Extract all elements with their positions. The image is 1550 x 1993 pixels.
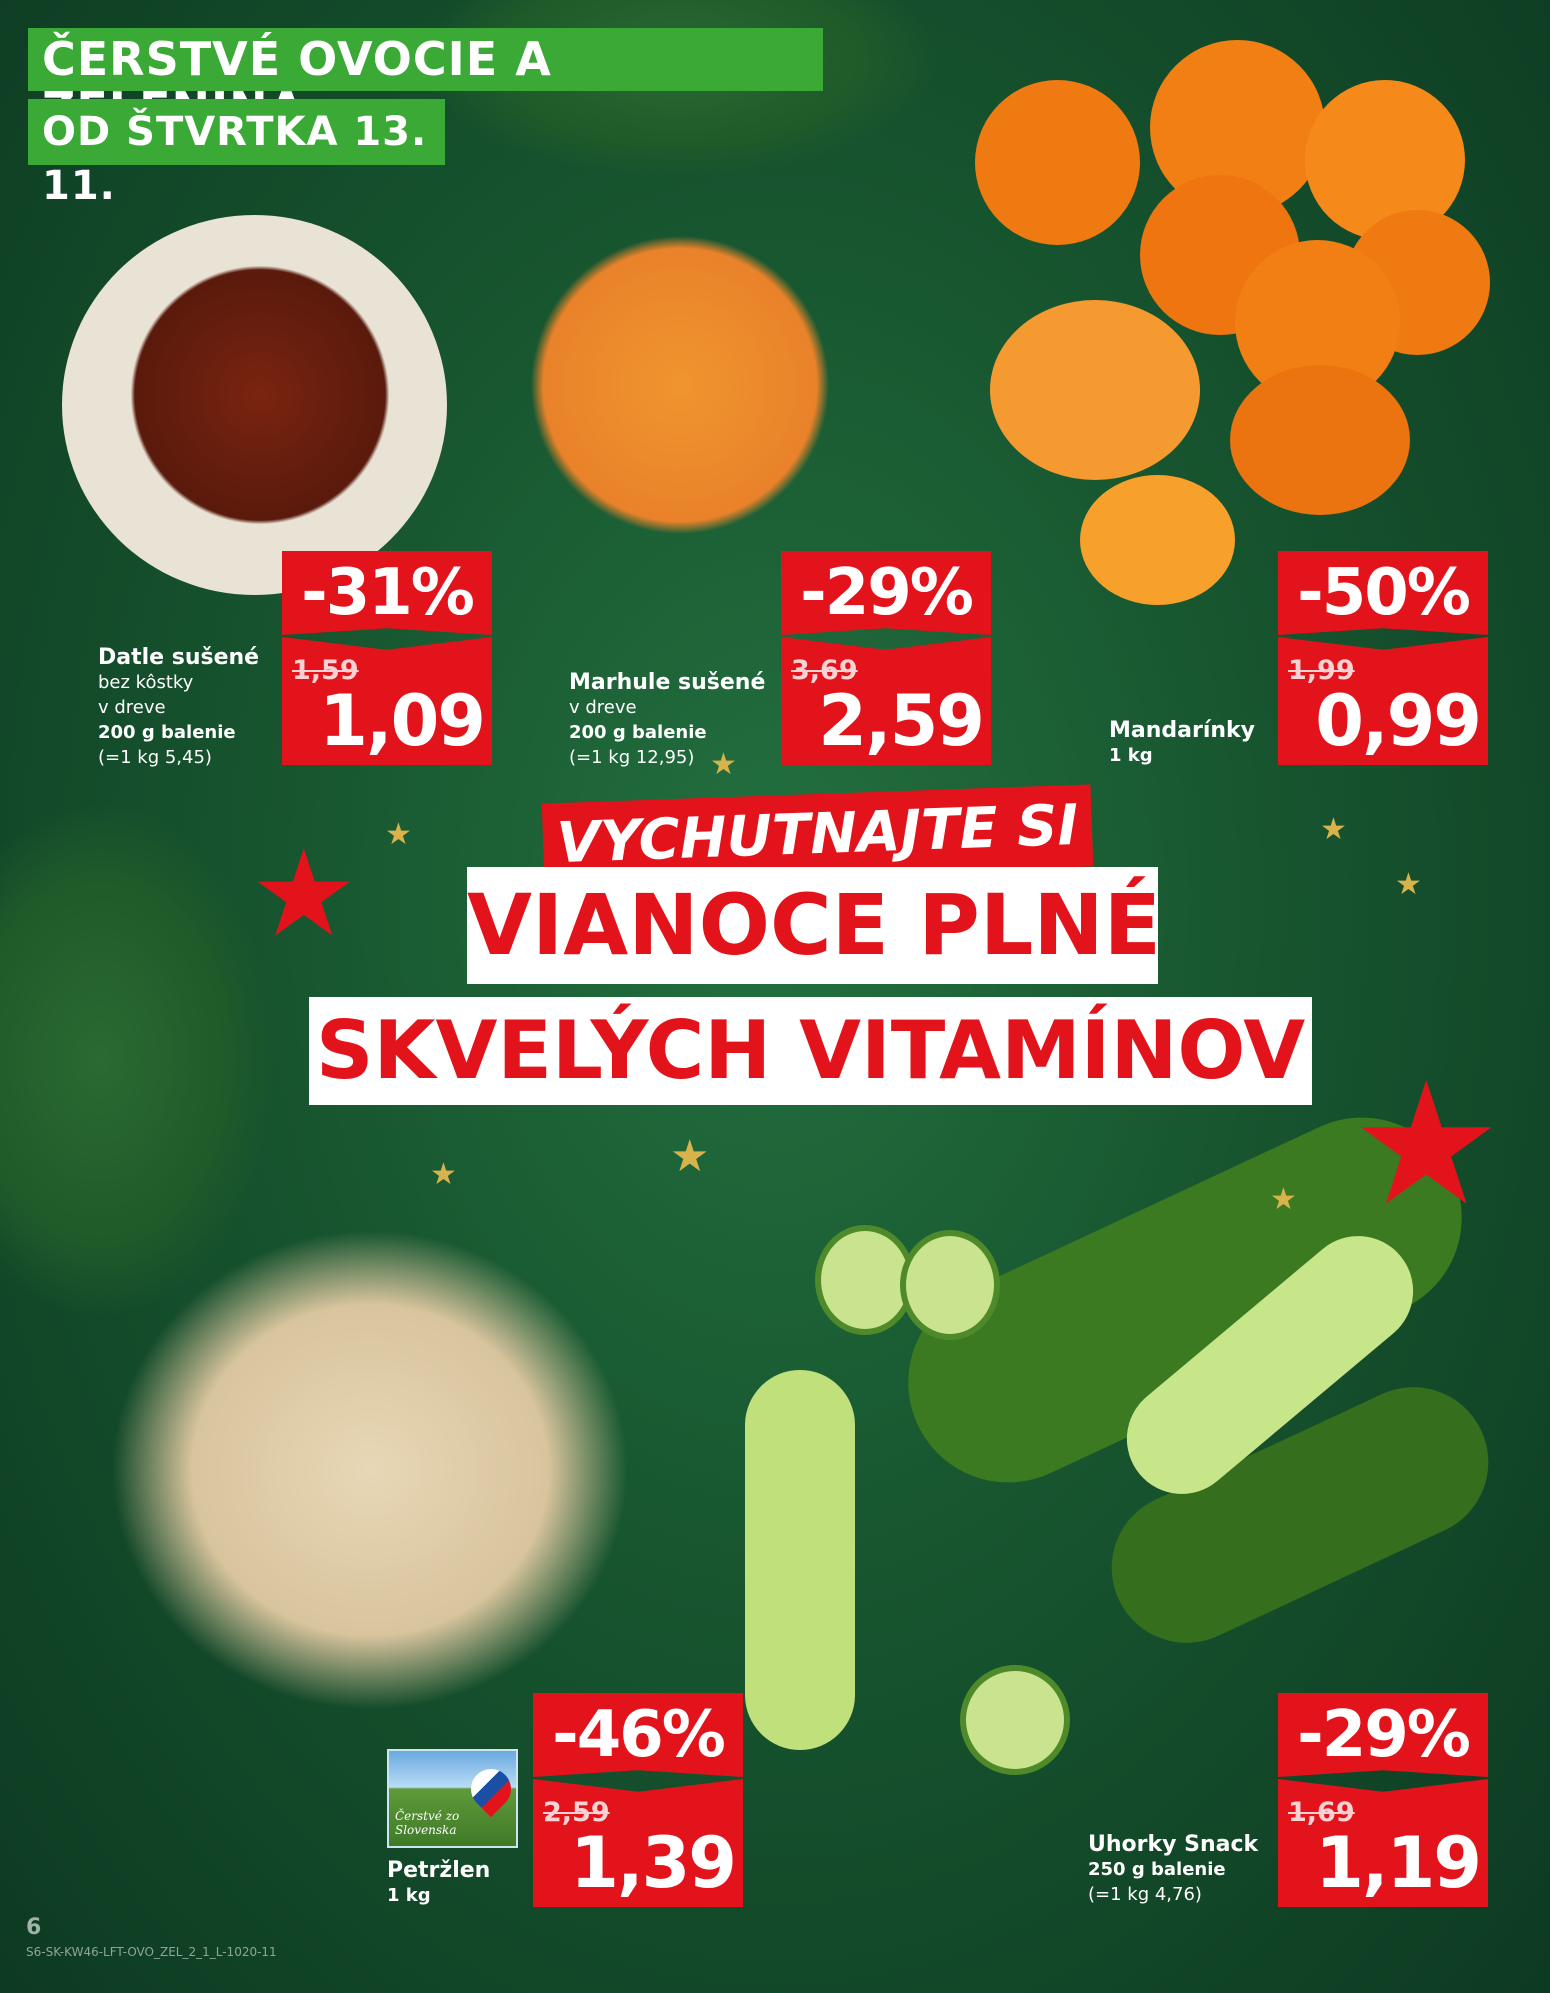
price-tag-petrzlen: -46% 2,59 1,39 [533,1693,743,1907]
product-detail: v dreve [569,697,637,718]
banner-line-2: VIANOCE PLNÉ [467,867,1161,984]
product-unit-price: (=1 kg 4,76) [1088,1884,1202,1905]
header-date: OD ŠTVRTKA 13. 11. [28,99,445,209]
mandarin-image [975,80,1140,245]
fir-branch-image [0,800,280,1320]
old-price: 2,59 [543,1797,610,1828]
product-name: Uhorky Snack [1088,1832,1259,1857]
price-tag-datle: -31% 1,59 1,09 [282,551,492,765]
new-price: 0,99 [1315,680,1482,762]
apricots-image [520,195,840,575]
product-name: Mandarínky [1109,718,1256,743]
new-price: 1,39 [570,1822,737,1904]
product-pack: 200 g balenie [98,722,236,743]
product-detail: bez kôstky [98,672,194,693]
discount-badge: -29% [1278,1693,1488,1777]
old-price: 1,59 [292,655,359,686]
old-price: 1,99 [1288,655,1355,686]
product-info-marhule: Marhule sušené v dreve 200 g balenie (=1… [569,670,765,770]
dates-image [110,250,410,540]
mandarin-half-image [1080,475,1235,605]
product-pack: 250 g balenie [1088,1859,1226,1880]
cucumber-slice-image [960,1665,1070,1775]
product-info-uhorky: Uhorky Snack 250 g balenie (=1 kg 4,76) [1088,1832,1258,1907]
price-tag-uhorky: -29% 1,69 1,19 [1278,1693,1488,1907]
discount-badge: -31% [282,551,492,635]
cucumber-half-image [745,1370,855,1750]
product-name: Petržlen [387,1858,491,1883]
gold-star-icon: ★ [670,1131,710,1182]
price-box: 1,69 1,19 [1278,1779,1488,1907]
mandarin-image [1230,365,1410,515]
print-code: S6-SK-KW46-LFT-OVO_ZEL_2_1_L-1020-11 [26,1945,277,1959]
old-price: 1,69 [1288,1797,1355,1828]
product-pack: 200 g balenie [569,722,707,743]
price-tag-mandarinky: -50% 1,99 0,99 [1278,551,1488,765]
cucumber-slice-image [900,1230,1000,1340]
mandarin-segments-image [990,300,1200,480]
price-box: 3,69 2,59 [781,637,991,765]
red-star-icon: ★ [1350,1046,1503,1244]
red-star-icon: ★ [250,825,358,964]
discount-badge: -46% [533,1693,743,1777]
banner-line-3: SKVELÝCH VITAMÍNOV [309,997,1312,1105]
product-detail: v dreve [98,697,166,718]
gold-star-icon: ★ [1270,1182,1297,1217]
new-price: 1,19 [1315,1822,1482,1904]
price-box: 2,59 1,39 [533,1779,743,1907]
cerstve-zo-slovenska-logo: Čerstvé zo Slovenska [387,1749,518,1848]
page-number: 6 [26,1915,42,1940]
product-name: Marhule sušené [569,670,766,695]
gold-star-icon: ★ [430,1157,457,1192]
discount-badge: -29% [781,551,991,635]
old-price: 3,69 [791,655,858,686]
product-info-datle: Datle sušené bez kôstky v dreve 200 g ba… [98,645,259,770]
price-tag-marhule: -29% 3,69 2,59 [781,551,991,765]
product-unit-price: (=1 kg 12,95) [569,747,695,768]
price-box: 1,99 0,99 [1278,637,1488,765]
gold-star-icon: ★ [1395,867,1422,902]
gold-star-icon: ★ [710,747,737,782]
product-info-mandarinky: Mandarínky 1 kg [1109,718,1255,768]
new-price: 2,59 [818,680,985,762]
price-box: 1,59 1,09 [282,637,492,765]
gold-star-icon: ★ [385,817,412,852]
product-pack: 1 kg [1109,745,1153,766]
product-pack: 1 kg [387,1885,431,1906]
product-name: Datle sušené [98,645,260,670]
parsley-root-image [90,1210,650,1730]
gold-star-icon: ★ [1320,812,1347,847]
new-price: 1,09 [319,680,486,762]
product-unit-price: (=1 kg 5,45) [98,747,212,768]
product-info-petrzlen: Petržlen 1 kg [387,1858,490,1908]
logo-text: Čerstvé zo Slovenska [395,1809,460,1837]
discount-badge: -50% [1278,551,1488,635]
header-title: ČERSTVÉ OVOCIE A ZELENINA [28,28,823,134]
